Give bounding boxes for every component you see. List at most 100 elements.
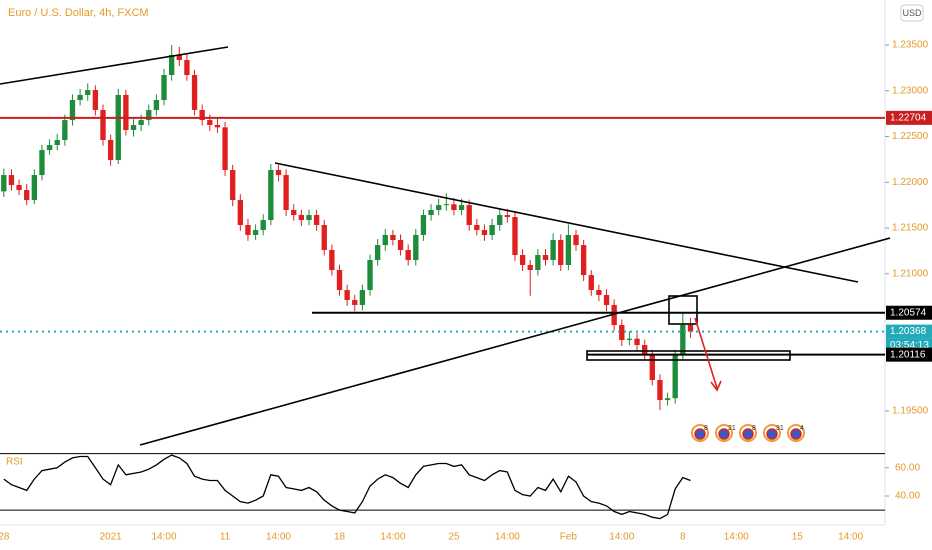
trendline	[0, 46, 229, 85]
y-tick-label: 1.23500	[892, 40, 929, 51]
candle-body	[680, 325, 686, 356]
x-tick-label: 14:00	[609, 532, 634, 543]
candle-body	[580, 245, 587, 276]
candle-body	[85, 90, 91, 95]
candle-body	[230, 170, 236, 201]
candle-body	[54, 139, 60, 146]
candle-body	[458, 205, 465, 210]
event-icon-inner	[694, 428, 706, 440]
candle-body	[275, 170, 282, 176]
candle-body	[550, 240, 556, 261]
currency-label[interactable]: USD	[902, 8, 922, 18]
candle-body	[344, 290, 350, 301]
candle-body	[642, 345, 648, 356]
price-tag	[886, 110, 932, 125]
candle-body	[634, 338, 640, 346]
x-tick-label: 2021	[100, 532, 123, 543]
candle-body	[657, 380, 663, 401]
candle-body	[153, 100, 160, 110]
candle-body	[46, 145, 53, 151]
candle-body	[123, 94, 129, 131]
candle-body	[542, 255, 549, 261]
candle-body	[291, 209, 297, 216]
candle-body	[565, 234, 572, 265]
candle-body	[611, 304, 617, 326]
candle-body	[222, 127, 228, 171]
zone-box	[668, 295, 698, 325]
candle-body	[321, 225, 327, 250]
candle-body	[374, 245, 381, 261]
price-tag-label: 1.20574	[890, 307, 927, 318]
candle-body	[527, 264, 533, 271]
price-tag-label: 1.20116	[890, 349, 926, 360]
candle-body	[481, 230, 488, 235]
rsi-tick-label: 40.00	[895, 491, 920, 502]
candle-body	[558, 240, 564, 265]
candle-body	[497, 215, 503, 225]
candle-body	[588, 275, 594, 291]
candle-body	[214, 124, 221, 128]
countdown-label: 03:54:13	[890, 340, 929, 351]
candle-body	[687, 325, 694, 332]
candle-body	[245, 225, 251, 235]
candle-body	[306, 215, 312, 221]
candle-body	[237, 200, 243, 225]
candle-body	[390, 234, 396, 241]
price-tag	[886, 305, 932, 320]
y-tick-label: 1.22000	[892, 177, 929, 188]
zone-box	[586, 350, 791, 361]
marks	[0, 45, 885, 411]
x-tick-label: 28	[0, 532, 10, 543]
chart-title: Euro / U.S. Dollar, 4h, FXCM	[8, 7, 149, 19]
candle-body	[77, 94, 83, 101]
candle-body	[474, 225, 480, 231]
rsi-line	[3, 454, 691, 520]
candle-body	[649, 355, 655, 381]
x-tick-label: 14:00	[724, 532, 749, 543]
x-tick-label: 14:00	[380, 532, 405, 543]
x-tick-label: 14:00	[266, 532, 291, 543]
candle-body	[168, 54, 175, 76]
rsi-tick-label: 60.00	[895, 462, 920, 473]
candle-body	[199, 109, 205, 121]
candle-body	[451, 204, 457, 210]
candle-body	[161, 75, 167, 101]
currency-button[interactable]	[900, 4, 924, 22]
candle-body	[405, 249, 411, 261]
rsi-label: RSI	[6, 457, 23, 468]
x-tick-label: 11	[220, 532, 231, 543]
arrow	[694, 317, 722, 392]
price-tag-label: 1.22704	[890, 112, 927, 123]
candle-body	[8, 175, 15, 186]
candle-body	[283, 175, 289, 210]
candle-body	[191, 75, 198, 110]
candle-body	[115, 94, 121, 161]
event-icon-inner	[718, 428, 730, 440]
candle-body	[466, 205, 472, 225]
candle-body	[92, 90, 99, 110]
event-label: 8	[704, 425, 708, 432]
candle-body	[504, 215, 511, 218]
candle-body	[298, 215, 305, 221]
candle-body	[519, 255, 526, 265]
x-tick-label: 25	[448, 532, 460, 543]
event-icon-inner	[790, 428, 802, 440]
candle-body	[39, 150, 45, 176]
candle-body	[535, 255, 541, 271]
candle-body	[313, 215, 320, 225]
candle-body	[664, 398, 671, 401]
candle-body	[268, 170, 274, 221]
candle-body	[336, 270, 343, 291]
candle-body	[100, 109, 106, 140]
candle-body	[1, 175, 7, 192]
trendline	[274, 162, 859, 283]
candle-body	[436, 205, 442, 210]
y-tick-label: 1.21500	[892, 223, 929, 234]
price-tag-label: 1.20368	[890, 326, 927, 337]
x-tick-label: 8	[680, 532, 686, 543]
candle-body	[130, 124, 137, 131]
candle-body	[512, 217, 518, 256]
candle-body	[367, 260, 373, 291]
candle-body	[420, 215, 427, 235]
